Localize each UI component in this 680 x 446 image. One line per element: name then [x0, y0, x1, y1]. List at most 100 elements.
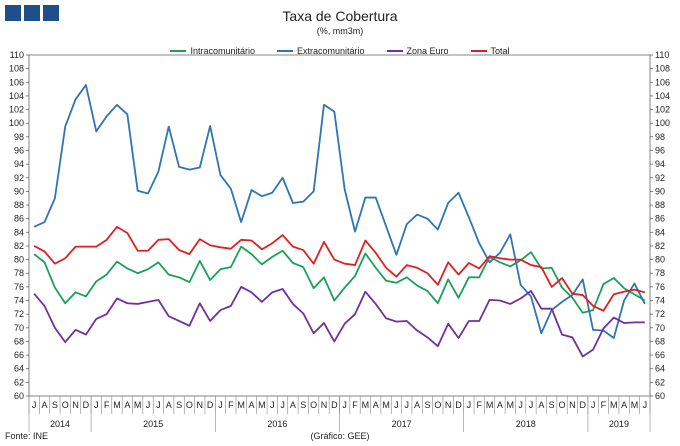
x-tick-label-month: J [218, 400, 223, 410]
x-tick-label-month: O [310, 400, 317, 410]
x-tick-label-month: J [32, 400, 37, 410]
x-tick-label-month: J [146, 400, 151, 410]
y-tick-label-left: 64 [14, 364, 24, 374]
x-tick-label-month: J [529, 400, 534, 410]
x-tick-label-month: M [362, 400, 370, 410]
x-tick-label-month: N [72, 400, 79, 410]
x-tick-label-month: A [621, 400, 627, 410]
x-tick-label-month: F [228, 400, 234, 410]
y-tick-label-left: 104 [9, 91, 24, 101]
legend-label: Extracomunitário [296, 46, 365, 56]
x-tick-label-month: A [249, 400, 255, 410]
x-tick-label-month: O [186, 400, 193, 410]
y-tick-label-right: 66 [655, 350, 665, 360]
logo-square [24, 5, 40, 21]
x-tick-label-month: A [538, 400, 544, 410]
series-line-extracomunitario [33, 84, 646, 339]
logo-square [43, 5, 59, 21]
chart-credit: (Gráfico: GEE) [310, 431, 370, 441]
x-tick-label-month: J [394, 400, 399, 410]
y-tick-label-left: 82 [14, 241, 24, 251]
x-tick-label-month: J [342, 400, 347, 410]
y-tick-label-right: 90 [655, 186, 665, 196]
y-tick-label-right: 104 [655, 91, 670, 101]
x-tick-label-month: S [549, 400, 555, 410]
x-tick-label-year: 2014 [50, 419, 70, 429]
x-tick-label-month: A [497, 400, 503, 410]
x-tick-label-year: 2018 [516, 419, 536, 429]
y-tick-label-left: 60 [14, 391, 24, 401]
y-tick-label-left: 90 [14, 186, 24, 196]
x-tick-label-month: A [290, 400, 296, 410]
legend-item: Extracomunitário [276, 46, 365, 56]
y-tick-label-left: 88 [14, 200, 24, 210]
x-tick-label-month: S [300, 400, 306, 410]
chart-subtitle: (%, mm3m) [316, 26, 364, 36]
y-tick-label-left: 68 [14, 336, 24, 346]
y-tick-label-right: 84 [655, 227, 665, 237]
y-tick-label-right: 72 [655, 309, 665, 319]
x-tick-label-month: F [104, 400, 110, 410]
y-tick-label-right: 78 [655, 268, 665, 278]
y-tick-label-right: 94 [655, 159, 665, 169]
x-tick-label-month: M [486, 400, 494, 410]
x-tick-label-month: J [280, 400, 285, 410]
y-tick-label-left: 92 [14, 173, 24, 183]
x-tick-label-month: J [467, 400, 472, 410]
x-tick-label-month: D [207, 400, 214, 410]
x-tick-label-month: D [331, 400, 338, 410]
x-tick-label-month: M [258, 400, 266, 410]
x-tick-label-month: J [405, 400, 410, 410]
x-tick-label-month: D [455, 400, 462, 410]
x-tick-label-month: A [373, 400, 379, 410]
y-tick-label-right: 60 [655, 391, 665, 401]
x-tick-label-month: O [559, 400, 566, 410]
x-tick-label-year: 2019 [609, 419, 629, 429]
x-tick-label-month: F [601, 400, 607, 410]
y-tick-label-right: 92 [655, 173, 665, 183]
y-tick-label-right: 102 [655, 105, 670, 115]
y-tick-label-left: 102 [9, 105, 24, 115]
y-tick-label-right: 88 [655, 200, 665, 210]
x-tick-label-month: A [414, 400, 420, 410]
x-tick-label-month: F [476, 400, 482, 410]
x-tick-label-month: F [352, 400, 358, 410]
source-note: Fonte: INE [5, 431, 49, 441]
x-tick-label-month: J [270, 400, 275, 410]
x-tick-label-month: A [124, 400, 130, 410]
legend-swatch [276, 50, 293, 52]
y-tick-label-left: 80 [14, 255, 24, 265]
x-tick-label-month: S [424, 400, 430, 410]
y-tick-label-left: 108 [9, 64, 24, 74]
x-tick-label-month: M [134, 400, 142, 410]
x-tick-label-month: M [382, 400, 390, 410]
y-tick-label-left: 66 [14, 350, 24, 360]
legend-swatch [386, 50, 403, 52]
logo [5, 5, 59, 21]
chart-title: Taxa de Cobertura [282, 8, 398, 24]
x-tick-label-month: M [113, 400, 121, 410]
series-line-total [33, 225, 646, 312]
y-tick-label-right: 82 [655, 241, 665, 251]
y-tick-label-right: 64 [655, 364, 665, 374]
x-tick-label-year: 2017 [392, 419, 412, 429]
x-tick-label-month: N [197, 400, 204, 410]
x-tick-label-month: D [579, 400, 586, 410]
y-tick-label-right: 106 [655, 77, 670, 87]
series-line-zona-euro [33, 285, 645, 358]
y-tick-label-left: 62 [14, 377, 24, 387]
y-tick-label-left: 96 [14, 145, 24, 155]
y-tick-label-left: 72 [14, 309, 24, 319]
y-tick-label-right: 70 [655, 323, 665, 333]
logo-square [5, 5, 21, 21]
x-tick-label-month: M [507, 400, 515, 410]
x-tick-label-month: A [42, 400, 48, 410]
y-tick-label-left: 74 [14, 296, 24, 306]
chart-legend: Intracomunitário Extracomunitário Zona Eur… [0, 46, 680, 56]
y-tick-label-right: 96 [655, 145, 665, 155]
x-tick-label-month: O [434, 400, 441, 410]
x-tick-label-month: M [631, 400, 639, 410]
x-tick-label-month: M [610, 400, 618, 410]
x-tick-label-month: N [321, 400, 328, 410]
